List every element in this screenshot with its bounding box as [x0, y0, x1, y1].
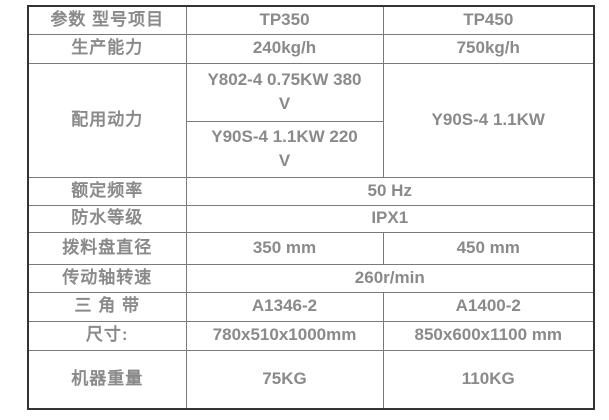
- power-380-line2: V: [278, 94, 291, 113]
- row-waterproof: 防水等级 IPX1: [27, 204, 595, 233]
- cell-weight-tp450: 110KG: [382, 349, 595, 410]
- cell-power-tp350-220: Y90S-4 1.1KW 220 V: [185, 120, 384, 178]
- cell-dimensions-tp350: 780x510x1000mm: [185, 320, 384, 351]
- row-capacity: 生产能力 240kg/h 750kg/h: [27, 33, 595, 64]
- cell-power-tp350-380: Y802-4 0.75KW 380 V: [185, 62, 384, 122]
- spec-table: 参数 型号项目 TP350 TP450 生产能力 240kg/h 750kg/h…: [27, 5, 595, 410]
- header-tp450: TP450: [382, 5, 595, 35]
- cell-frequency-value: 50 Hz: [185, 176, 595, 206]
- cell-waterproof-value: IPX1: [185, 204, 595, 233]
- cell-power-tp450: Y90S-4 1.1KW: [382, 62, 595, 178]
- header-tp350: TP350: [185, 5, 384, 35]
- cell-disc-diameter-tp350: 350 mm: [185, 231, 384, 265]
- cell-weight-tp350: 75KG: [185, 349, 384, 410]
- row-frequency: 额定频率 50 Hz: [27, 176, 595, 206]
- cell-dimensions-label: 尺寸:: [27, 320, 187, 351]
- cell-shaft-speed-label: 传动轴转速: [27, 263, 187, 293]
- header-row: 参数 型号项目 TP350 TP450: [27, 5, 595, 35]
- cell-v-belt-tp450: A1400-2: [382, 291, 595, 322]
- row-power-2: Y90S-4 1.1KW 220 V: [28, 120, 594, 178]
- cell-dimensions-tp450: 850x600x1100 mm: [382, 320, 595, 351]
- cell-shaft-speed-value: 260r/min: [185, 263, 595, 293]
- cell-disc-diameter-label: 拨料盘直径: [27, 231, 187, 265]
- cell-capacity-label: 生产能力: [27, 33, 187, 64]
- cell-v-belt-tp350: A1346-2: [185, 291, 384, 322]
- power-380-line1: Y802-4 0.75KW 380: [207, 70, 362, 89]
- row-shaft-speed: 传动轴转速 260r/min: [27, 263, 595, 293]
- row-power-1: 配用动力 Y802-4 0.75KW 380 V Y90S-4 1.1KW: [27, 62, 595, 178]
- row-v-belt: 三 角 带 A1346-2 A1400-2: [27, 291, 595, 322]
- cell-power-label: 配用动力: [27, 62, 187, 178]
- cell-weight-label: 机器重量: [27, 349, 187, 410]
- cell-frequency-label: 额定频率: [27, 176, 187, 206]
- row-weight: 机器重量 75KG 110KG: [27, 349, 595, 410]
- row-dimensions: 尺寸: 780x510x1000mm 850x600x1100 mm: [27, 320, 595, 351]
- power-220-line1: Y90S-4 1.1KW 220: [211, 127, 358, 146]
- header-param: 参数 型号项目: [27, 5, 187, 35]
- power-220-line2: V: [278, 151, 291, 170]
- cell-disc-diameter-tp450: 450 mm: [382, 231, 595, 265]
- cell-waterproof-label: 防水等级: [27, 204, 187, 233]
- cell-capacity-tp450: 750kg/h: [382, 33, 595, 64]
- row-disc-diameter: 拨料盘直径 350 mm 450 mm: [27, 231, 595, 265]
- cell-capacity-tp350: 240kg/h: [185, 33, 384, 64]
- cell-v-belt-label: 三 角 带: [27, 291, 187, 322]
